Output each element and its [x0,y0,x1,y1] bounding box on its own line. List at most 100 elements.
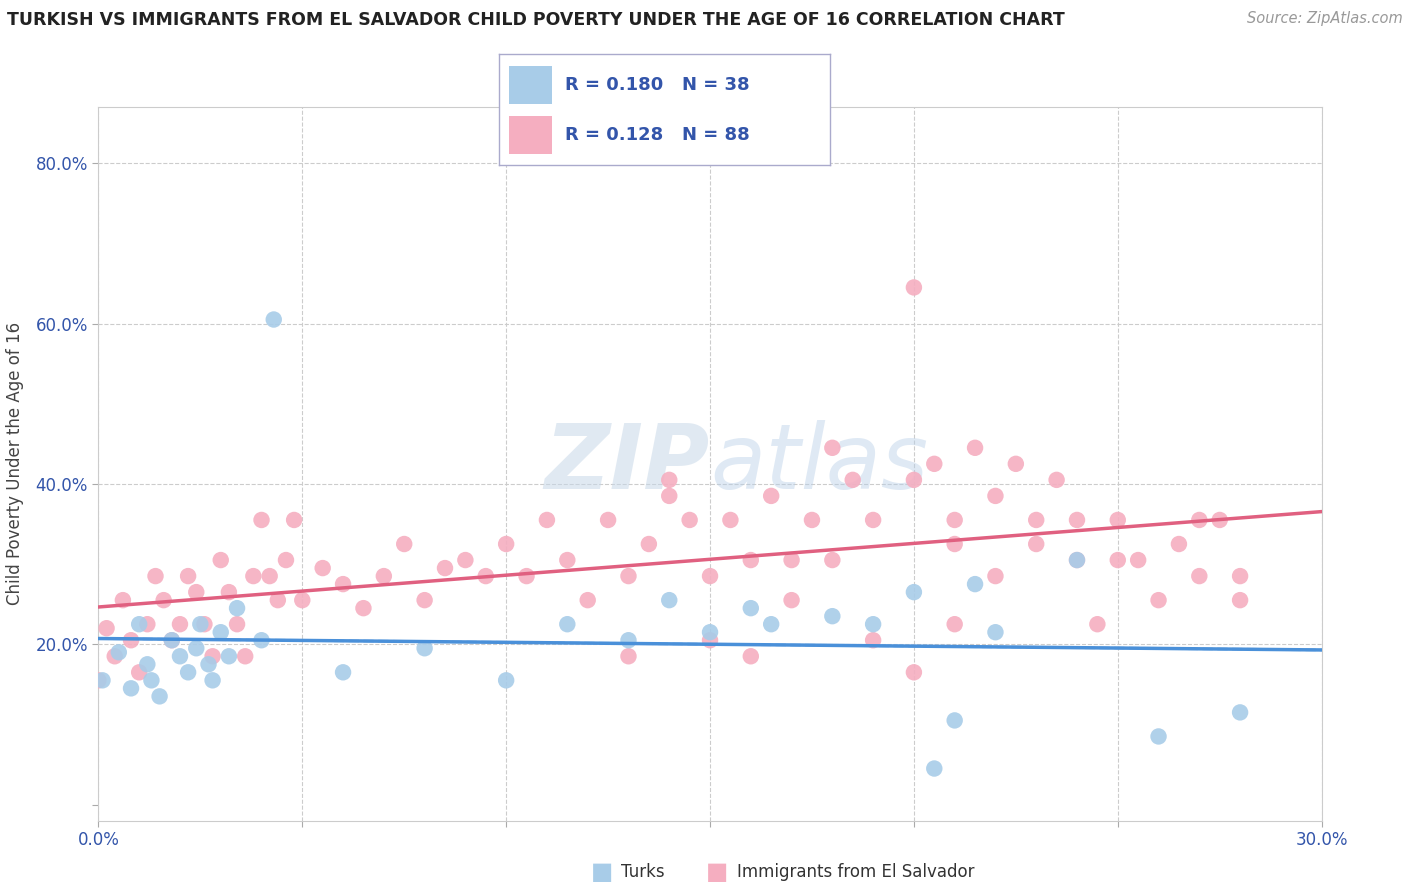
Point [177,569,200,583]
Point [312,561,335,575]
Point [903,473,925,487]
Point [984,489,1007,503]
Point [169,617,191,632]
Point [263,312,285,326]
Point [943,537,966,551]
Point [1188,569,1211,583]
Point [120,681,142,696]
Point [177,665,200,680]
Point [226,601,249,615]
Point [413,641,436,656]
Point [1167,537,1189,551]
Point [943,714,966,728]
Point [841,473,863,487]
Point [740,553,762,567]
Point [740,649,762,664]
Point [922,762,945,776]
Point [903,585,925,599]
Point [658,593,681,607]
Point [903,280,925,294]
Point [965,577,987,591]
Point [821,609,844,624]
Point [658,489,681,503]
Point [943,617,966,632]
Text: ■: ■ [706,861,728,884]
Point [1066,553,1088,567]
Point [209,625,232,640]
Point [943,513,966,527]
Point [332,577,354,591]
Point [145,569,167,583]
Point [332,665,354,680]
Point [259,569,281,583]
Point [576,593,599,607]
Point [218,649,240,664]
Point [862,513,884,527]
Point [226,617,249,632]
Point [617,633,640,648]
Point [392,537,416,551]
Point [699,625,721,640]
Point [516,569,538,583]
Point [1066,553,1088,567]
Point [274,553,297,567]
Point [984,569,1007,583]
Point [186,641,208,656]
Point [536,513,558,527]
Point [495,537,517,551]
Text: Immigrants from El Salvador: Immigrants from El Salvador [737,863,974,881]
Point [1147,593,1170,607]
Point [373,569,395,583]
Point [862,633,884,648]
FancyBboxPatch shape [509,66,553,103]
Point [862,617,884,632]
Point [169,649,191,664]
Point [201,673,224,688]
Point [233,649,256,664]
Point [780,593,803,607]
Point [193,617,215,632]
Point [1128,553,1150,567]
Point [149,690,172,704]
Point [218,585,240,599]
Point [922,457,945,471]
Point [1107,513,1129,527]
Point [699,569,721,583]
Point [160,633,183,648]
Point [250,513,273,527]
Point [96,621,118,635]
Point [1147,730,1170,744]
Point [1229,569,1251,583]
Point [1229,706,1251,720]
Point [699,633,721,648]
Text: atlas: atlas [710,420,928,508]
Point [1066,513,1088,527]
Y-axis label: Child Poverty Under the Age of 16: Child Poverty Under the Age of 16 [7,322,24,606]
Point [209,553,232,567]
Point [801,513,824,527]
Point [1085,617,1108,632]
Point [1025,513,1047,527]
Point [120,633,142,648]
Point [555,617,579,632]
Point [617,649,640,664]
Text: ■: ■ [591,861,613,884]
Point [761,617,783,632]
Point [197,657,219,672]
Point [658,473,681,487]
Point [128,665,150,680]
Point [188,617,212,632]
Point [111,593,134,607]
Point [136,617,159,632]
Point [1107,553,1129,567]
Point [1229,593,1251,607]
Point [903,665,925,680]
Point [136,657,159,672]
Point [555,553,579,567]
Point [740,601,762,615]
Point [291,593,314,607]
Point [474,569,498,583]
Point [128,617,150,632]
Point [160,633,183,648]
Point [152,593,174,607]
